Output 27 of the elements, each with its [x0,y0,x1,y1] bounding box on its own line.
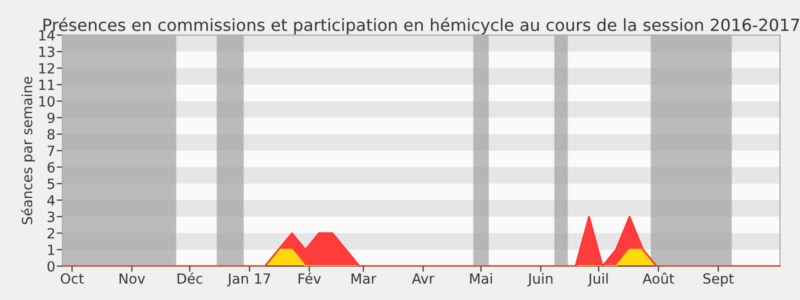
x-tick-label: Juin [527,273,552,286]
y-tick-label: 6 [48,162,55,173]
x-tick-label: Oct [60,273,84,284]
y-tick-label: 1 [48,244,54,255]
y-tick-label: 7 [48,146,54,156]
y-tick-label: 2 [48,228,54,238]
y-tick-label: 9 [47,112,54,124]
x-tick-label: Fév [298,272,321,284]
x-tick-label: Août [642,272,674,284]
y-tick-label: 3 [48,212,54,222]
y-tick-label: 8 [48,129,55,140]
y-tick-label: 5 [48,178,54,190]
y-tick-label: 10 [39,96,55,107]
y-tick-label: 11 [39,80,54,90]
x-tick-label: Sept [703,273,734,286]
y-tick-label: 4 [47,195,55,206]
x-tick-label: Juil [588,273,608,286]
y-tick-label: 13 [39,46,54,58]
x-tick-label: Mar [352,273,376,284]
x-tick-label: Mai [470,273,492,284]
y-tick-label: 0 [48,261,55,272]
x-tick-label: Déc [178,272,202,284]
x-tick-label: Nov [120,273,145,284]
y-tick-label: 12 [39,63,54,74]
x-tick-label: Jan 17 [227,273,270,286]
x-tick-label: Avr [412,273,434,284]
y-axis-title: Séances par semaine [21,76,36,224]
